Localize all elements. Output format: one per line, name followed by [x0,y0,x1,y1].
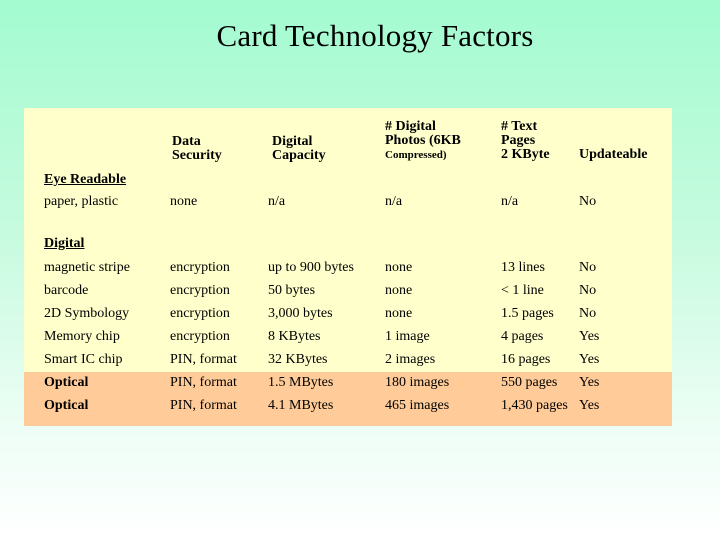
cell-updateable: Yes [579,352,600,367]
cell-updateable: No [579,260,597,275]
cell-photos: 180 images [385,375,450,390]
cell-capacity: 8 KBytes [268,329,321,344]
cell-updateable: Yes [579,329,600,344]
cell-capacity: up to 900 bytes [268,260,354,275]
cell-security: PIN, format [170,352,237,367]
cell-security: PIN, format [170,375,237,390]
cell-updateable: No [579,283,597,298]
cell-pages: 550 pages [501,375,558,390]
cell-photos: none [385,283,413,298]
header-text-pages: # Text Pages 2 KByte [501,119,550,162]
cell-photos: n/a [385,194,403,209]
cell-pages: 1.5 pages [501,306,554,321]
header-updateable: Updateable [579,147,648,162]
cell-capacity: 3,000 bytes [268,306,333,321]
cell-updateable: No [579,194,597,209]
cell-security: none [170,194,198,209]
row-label: magnetic stripe [44,260,130,275]
cell-pages: < 1 line [501,283,544,298]
cell-photos: none [385,260,413,275]
section-eye-readable: Eye Readable [44,172,127,187]
row-label: Smart IC chip [44,352,123,367]
cell-pages: 16 pages [501,352,551,367]
cell-pages: 1,430 pages [501,398,568,413]
row-label: Memory chip [44,329,120,344]
row-label: paper, plastic [44,194,119,209]
cell-pages: n/a [501,194,519,209]
cell-photos: 2 images [385,352,436,367]
row-label: barcode [44,283,89,298]
header-data-security: Data Security [172,134,222,163]
cell-photos: 1 image [385,329,430,344]
cell-photos: none [385,306,413,321]
cell-pages: 13 lines [501,260,545,275]
optical-highlight-band [24,372,672,426]
cell-capacity: 50 bytes [268,283,316,298]
cell-capacity: 4.1 MBytes [268,398,334,413]
row-label: 2D Symbology [44,306,130,321]
cell-capacity: n/a [268,194,286,209]
cell-updateable: Yes [579,375,600,390]
cell-updateable: Yes [579,398,600,413]
cell-security: PIN, format [170,398,237,413]
cell-photos: 465 images [385,398,450,413]
header-digital-photos: # Digital Photos (6KB Compressed) [385,119,461,162]
section-digital: Digital [44,236,85,251]
cell-capacity: 1.5 MBytes [268,375,334,390]
cell-security: encryption [170,329,230,344]
cell-security: encryption [170,306,230,321]
cell-pages: 4 pages [501,329,544,344]
cell-security: encryption [170,283,230,298]
header-digital-capacity: Digital Capacity [272,134,326,163]
cell-updateable: No [579,306,597,321]
slide-title: Card Technology Factors [216,18,534,53]
cell-capacity: 32 KBytes [268,352,328,367]
cell-security: encryption [170,260,230,275]
row-label: Optical [44,398,89,413]
row-label: Optical [44,375,89,390]
